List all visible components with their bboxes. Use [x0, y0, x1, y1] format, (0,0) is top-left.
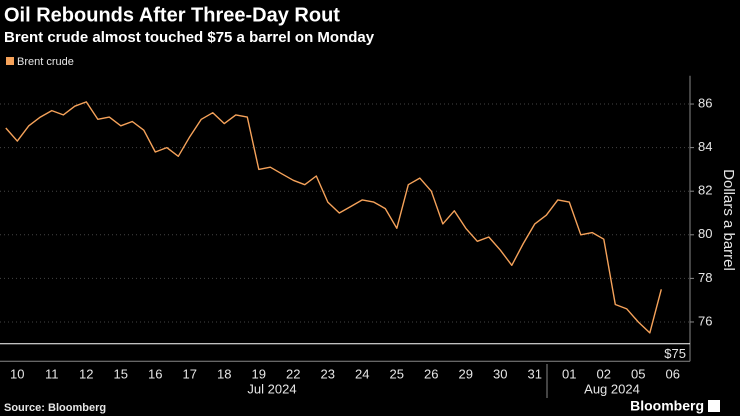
x-tick-label: 11 — [45, 367, 59, 382]
y-tick-label: 84 — [698, 139, 712, 154]
x-tick-label: 23 — [321, 367, 335, 382]
reference-label: $75 — [664, 346, 686, 361]
logo-icon — [708, 400, 720, 412]
y-tick-label: 78 — [698, 270, 712, 285]
x-group-label: Aug 2024 — [584, 381, 640, 396]
x-tick-label: 01 — [562, 367, 576, 382]
x-tick-label: 17 — [183, 367, 197, 382]
x-tick-label: 05 — [631, 367, 645, 382]
x-tick-label: 16 — [148, 367, 162, 382]
y-tick-label: 80 — [698, 226, 712, 241]
x-tick-label: 30 — [493, 367, 507, 382]
chart-subtitle: Brent crude almost touched $75 a barrel … — [4, 29, 375, 46]
logo: Bloomberg — [630, 398, 704, 414]
x-tick-label: 26 — [424, 367, 438, 382]
x-tick-label: 06 — [666, 367, 680, 382]
legend-swatch — [6, 57, 14, 65]
x-tick-label: 10 — [10, 367, 24, 382]
x-tick-label: 18 — [217, 367, 231, 382]
x-tick-label: 24 — [355, 367, 369, 382]
chart-title: Oil Rebounds After Three-Day Rout — [4, 4, 340, 26]
source: Source: Bloomberg — [4, 402, 106, 414]
legend-label: Brent crude — [17, 56, 74, 68]
y-tick-label: 82 — [698, 183, 712, 198]
x-tick-label: 02 — [597, 367, 611, 382]
x-tick-label: 15 — [114, 367, 128, 382]
x-tick-label: 22 — [286, 367, 300, 382]
x-tick-label: 12 — [79, 367, 93, 382]
series-line — [5, 101, 662, 334]
y-tick-label: 76 — [698, 313, 712, 328]
x-tick-label: 29 — [459, 367, 473, 382]
x-tick-label: 25 — [390, 367, 404, 382]
x-tick-label: 31 — [528, 367, 542, 382]
x-tick-label: 19 — [252, 367, 266, 382]
y-tick-label: 86 — [698, 95, 712, 110]
x-group-label: Jul 2024 — [247, 381, 296, 396]
y-axis-label: Dollars a barrel — [720, 169, 737, 271]
